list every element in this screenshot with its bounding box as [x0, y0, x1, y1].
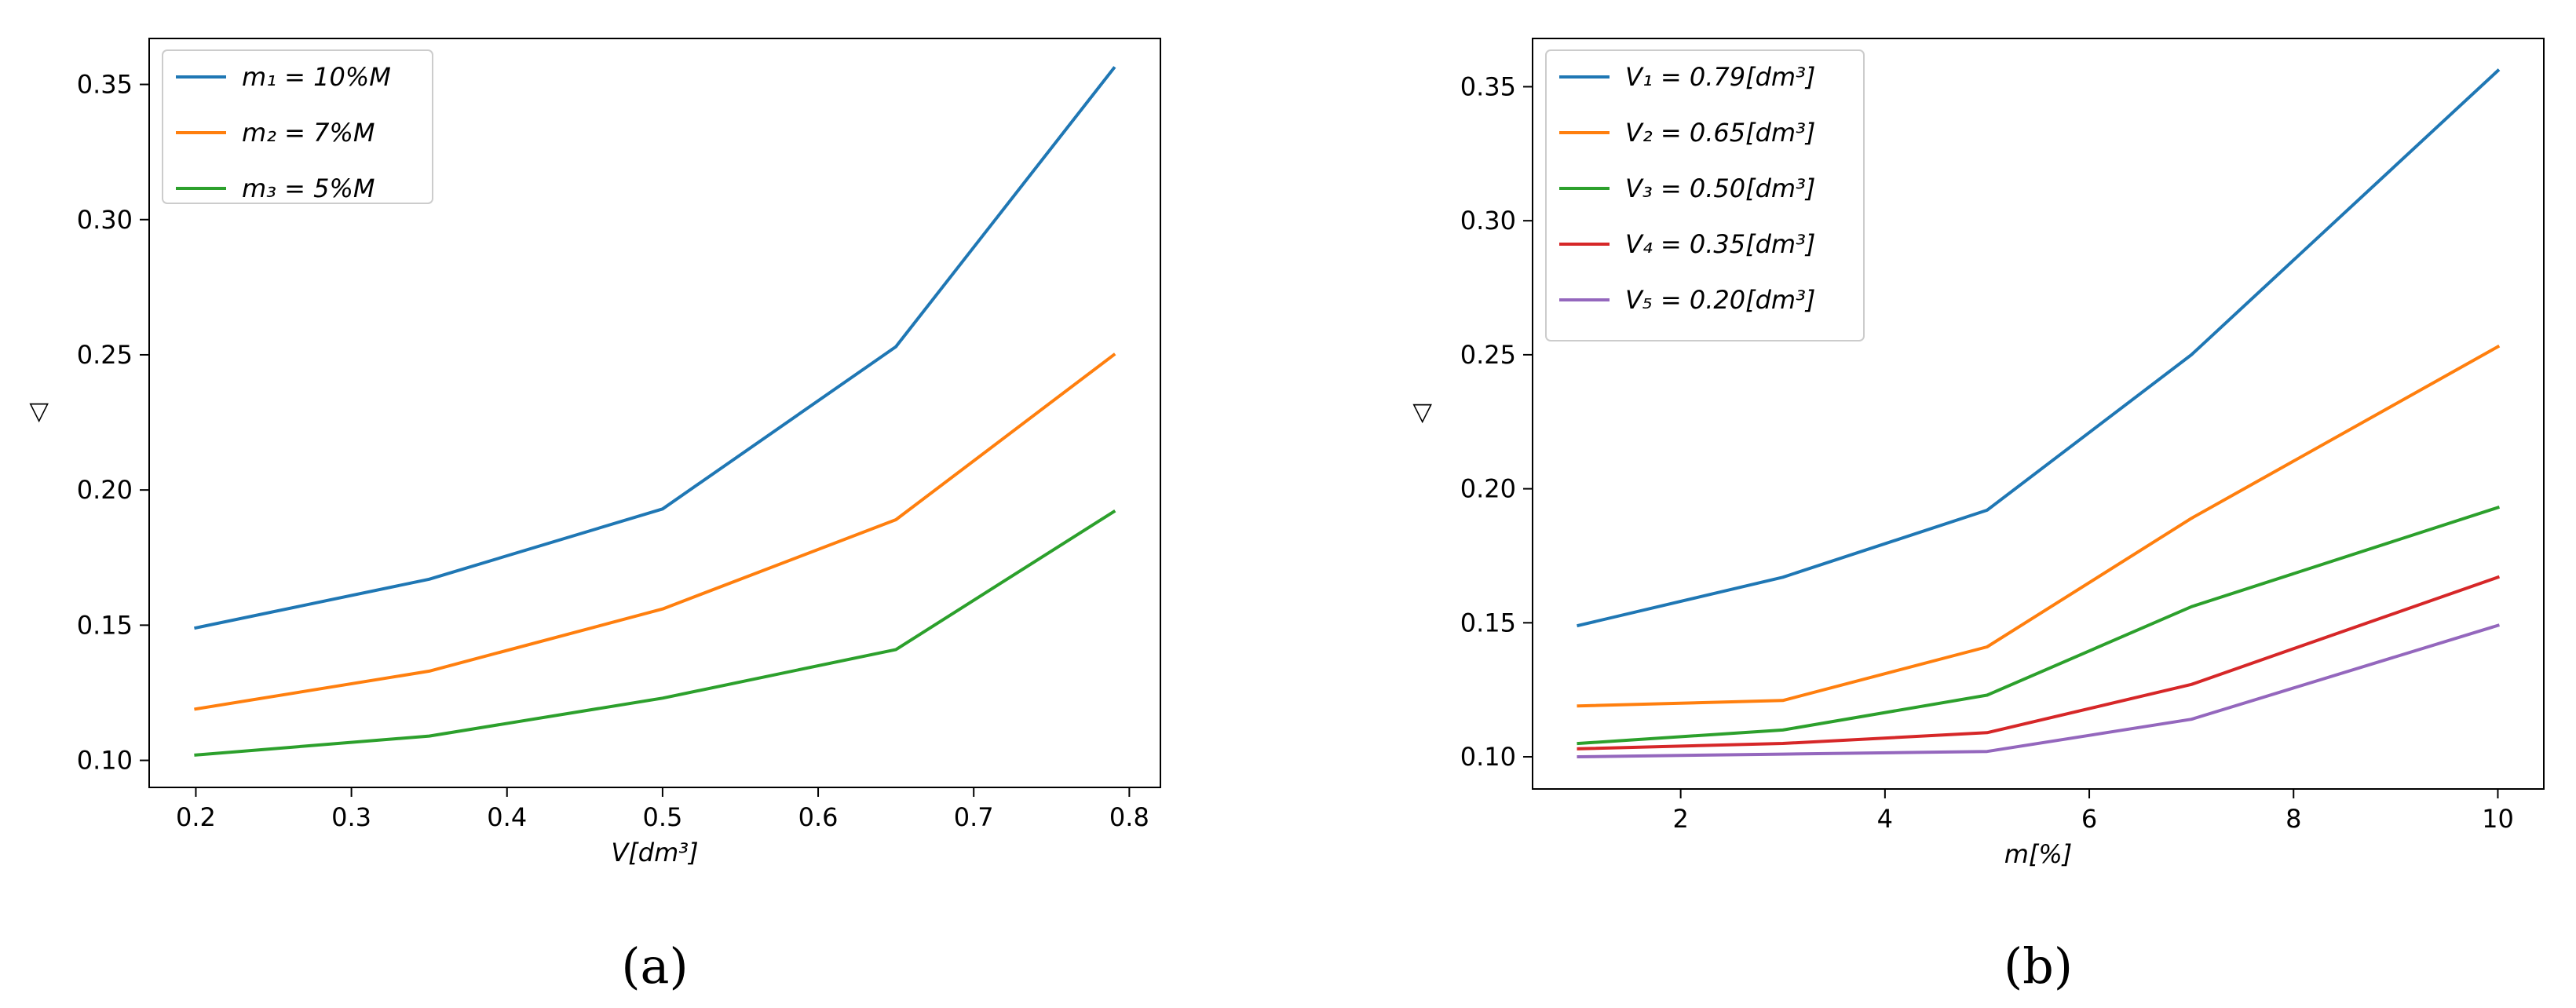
- legend: m₁ = 10%M m₂ = 7%M m₃ = 5%M: [162, 49, 433, 204]
- legend-item: m₂ = 7%M: [176, 118, 375, 148]
- y-tick-label: 0.15: [1460, 608, 1516, 637]
- x-tick-label: 2: [1672, 804, 1688, 834]
- legend: V₁ = 0.79[dm³] V₂ = 0.65[dm³] V₃ = 0.50[dm…: [1545, 49, 1865, 341]
- x-axis-label: m[%]: [2004, 839, 2073, 869]
- y-tick-label: 0.10: [1460, 742, 1516, 772]
- y-tick-label: 0.30: [77, 205, 133, 235]
- series-line-1: [194, 66, 1116, 630]
- legend-item: V₅ = 0.20[dm³]: [1559, 285, 1815, 315]
- legend-label: V₅ = 0.20[dm³]: [1625, 285, 1815, 315]
- series-line-3: [1577, 505, 2501, 746]
- y-tick-label: 0.35: [1460, 71, 1516, 101]
- series-line-1: [1577, 68, 2501, 628]
- series-line-3: [194, 509, 1116, 757]
- legend-label: V₃ = 0.50[dm³]: [1625, 173, 1815, 203]
- legend-item: V₃ = 0.50[dm³]: [1559, 173, 1815, 203]
- legend-item: m₁ = 10%M: [176, 62, 391, 92]
- legend-box: [1545, 49, 1865, 341]
- panel-label: (a): [621, 937, 688, 995]
- x-tick-label: 0.3: [331, 802, 371, 832]
- legend-box: [162, 49, 433, 204]
- legend-label: m₁ = 10%M: [242, 62, 391, 92]
- x-tick-label: 0.6: [798, 802, 839, 832]
- series-line-2: [194, 352, 1116, 711]
- y-tick-label: 0.20: [1460, 474, 1516, 504]
- x-tick-label: 0.8: [1109, 802, 1149, 832]
- legend-item: m₃ = 5%M: [176, 173, 375, 203]
- y-tick-label: 0.20: [77, 475, 133, 505]
- x-tick-label: 0.4: [487, 802, 527, 832]
- y-tick-label: 0.15: [77, 610, 133, 640]
- x-axis-label: V[dm³]: [611, 838, 698, 867]
- legend-item: V₄ = 0.35[dm³]: [1559, 229, 1815, 259]
- legend-label: V₂ = 0.65[dm³]: [1625, 118, 1815, 148]
- y-tick-label: 0.25: [1460, 340, 1516, 370]
- x-tick-label: 4: [1877, 804, 1893, 834]
- legend-label: m₃ = 5%M: [242, 173, 375, 203]
- x-tick-label: 6: [2081, 804, 2097, 834]
- x-tick-label: 8: [2286, 804, 2301, 834]
- x-tick-label: 0.7: [954, 802, 994, 832]
- x-tick-label: 10: [2482, 804, 2514, 834]
- legend-label: m₂ = 7%M: [242, 118, 375, 148]
- legend-item: V₁ = 0.79[dm³]: [1559, 62, 1815, 92]
- y-axis-label: ◁: [22, 403, 52, 422]
- chart-panel-b: 2 4 6 8 10 0.10 0.15 0.20 0.25 0.30 0.35 m[%] ◁ V₁ = …: [1405, 38, 2545, 995]
- chart-panel-a: 0.2 0.3 0.4 0.5 0.6 0.7 0.8 0.10 0.15 0.20 0.25 0.3…: [22, 38, 1161, 995]
- y-tick-label: 0.30: [1460, 206, 1516, 236]
- legend-label: V₁ = 0.79[dm³]: [1625, 62, 1815, 92]
- series-line-5: [1577, 623, 2500, 759]
- x-tick-label: 0.5: [642, 802, 682, 832]
- legend-item: V₂ = 0.65[dm³]: [1559, 118, 1815, 148]
- x-tick-label: 0.2: [176, 802, 216, 832]
- axes-frame: [148, 38, 1161, 788]
- axes-frame: [1532, 38, 2545, 790]
- y-tick-label: 0.35: [77, 70, 133, 100]
- series-line-2: [1577, 344, 2501, 708]
- y-tick-label: 0.10: [77, 746, 133, 776]
- series-line-4: [1577, 575, 2501, 751]
- y-axis-label: ◁: [1405, 404, 1435, 423]
- panel-label: (b): [2004, 937, 2073, 995]
- legend-label: V₄ = 0.35[dm³]: [1625, 229, 1815, 259]
- y-tick-label: 0.25: [77, 340, 133, 370]
